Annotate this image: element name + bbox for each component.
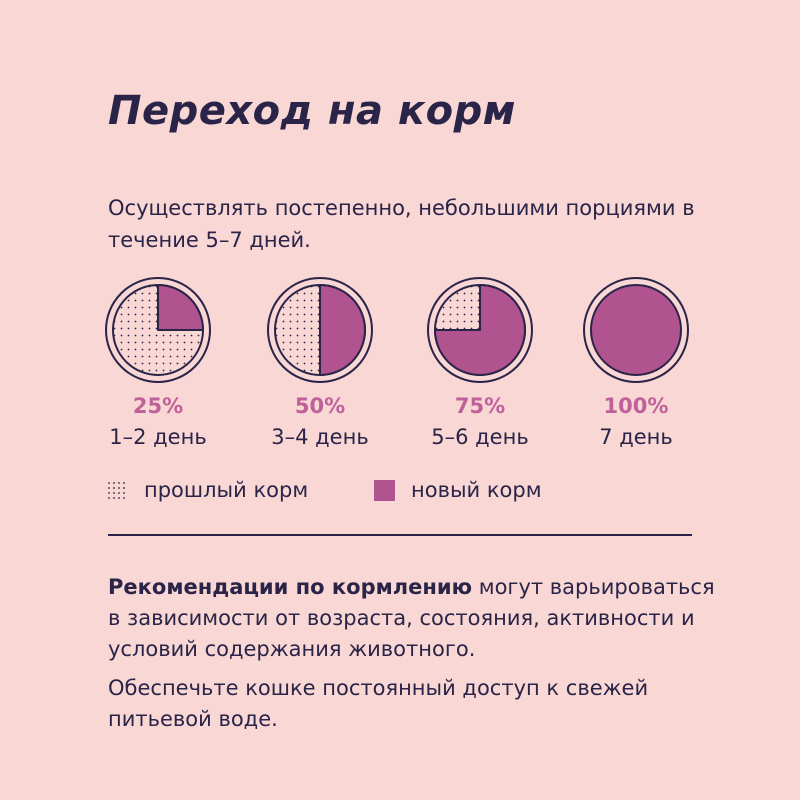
outer-ring	[427, 277, 533, 383]
page-title: Переход на корм	[108, 88, 516, 134]
percent-label: 25%	[132, 394, 184, 418]
pie-slice-new-food	[434, 284, 526, 376]
pie-chart	[267, 277, 373, 383]
pie-slice-new-food	[590, 284, 682, 376]
recommendation-bold: Рекомендации по кормлению	[108, 575, 473, 599]
outer-ring	[267, 277, 373, 383]
legend-new-food: новый корм	[374, 478, 542, 502]
percent-label: 100%	[603, 394, 669, 418]
pie-slice-new-food	[319, 284, 366, 376]
percent-label: 75%	[454, 394, 506, 418]
pie-slice-new-food	[157, 284, 204, 331]
percent-label: 50%	[294, 394, 346, 418]
pie-chart	[105, 277, 211, 383]
day-label: 3–4 день	[271, 425, 369, 449]
intro-text: Осуществлять постепенно, небольшими порц…	[108, 196, 695, 252]
divider	[108, 534, 692, 536]
outer-ring	[105, 277, 211, 383]
outer-ring	[583, 277, 689, 383]
recommendation-rest: могут варьироваться в зависимости от воз…	[108, 575, 715, 661]
dotted-swatch-icon	[108, 482, 125, 499]
water-text: Обеспечьте кошке постоянный доступ к све…	[108, 676, 649, 731]
legend-old-food: прошлый корм	[106, 478, 308, 502]
pie-chart	[427, 277, 533, 383]
purple-swatch-icon	[374, 479, 395, 501]
pie-row	[0, 276, 800, 396]
day-label: 5–6 день	[431, 425, 529, 449]
legend-new-label: новый корм	[411, 478, 542, 502]
legend-old-label: прошлый корм	[144, 478, 309, 502]
recommendation-block: Рекомендации по кормлению могут варьиров…	[108, 572, 728, 743]
recommendation-text: Рекомендации по кормлению могут варьиров…	[108, 572, 728, 665]
day-label: 1–2 день	[109, 425, 207, 449]
day-label: 7 день	[599, 425, 673, 449]
pie-chart	[583, 277, 689, 383]
